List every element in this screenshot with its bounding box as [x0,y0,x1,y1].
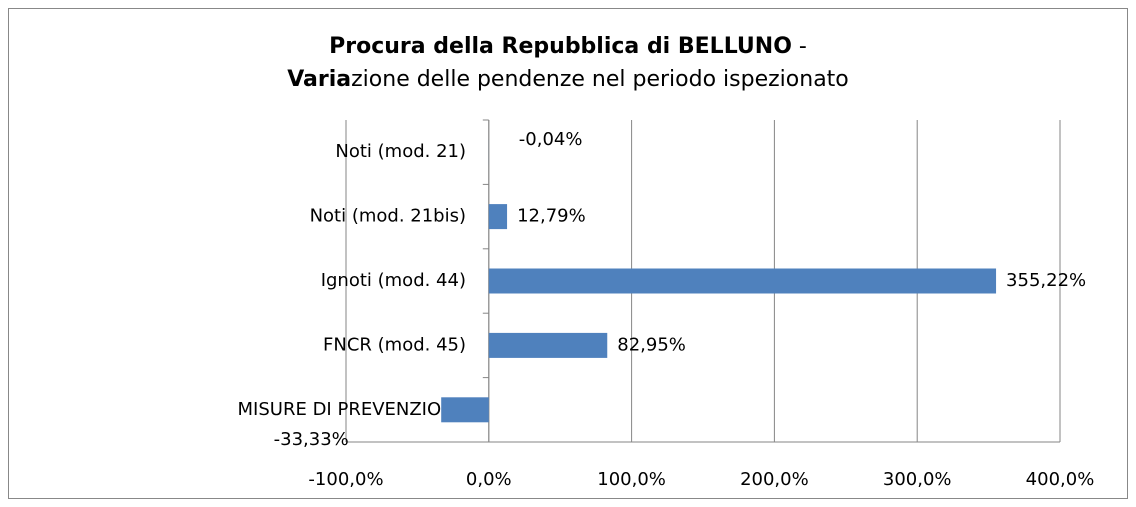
title-run: Varia [287,67,351,92]
title-run: - [792,34,807,59]
y-tick-label: FNCR (mod. 45) [323,334,466,355]
x-tick-label: 300,0% [883,469,952,490]
bar [441,397,489,423]
bar [488,332,608,358]
y-tick-label: Noti (mod. 21bis) [310,206,466,227]
title-run: zione delle pendenze nel periodo ispezio… [351,67,849,92]
value-label: 355,22% [1006,270,1086,291]
value-label: 82,95% [617,334,686,355]
value-label: 12,79% [517,206,586,227]
chart-title: Procura della Repubblica di BELLUNO - [329,34,807,59]
x-tick-label: 200,0% [740,469,809,490]
x-tick-label: 400,0% [1026,469,1095,490]
value-label: -33,33% [274,429,349,450]
y-tick-label: Noti (mod. 21) [335,141,466,162]
x-tick-label: -100,0% [308,469,383,490]
bar [488,204,508,230]
chart-title: Variazione delle pendenze nel periodo is… [287,67,849,92]
value-label: -0,04% [519,129,583,150]
title-run: Procura della Repubblica di BELLUNO [329,34,792,59]
chart-frame [8,8,1128,499]
bar [488,268,997,294]
x-tick-label: 100,0% [597,469,666,490]
x-tick-label: 0,0% [466,469,512,490]
y-tick-label: Ignoti (mod. 44) [321,270,466,291]
y-tick-label: MISURE DI PREVENZIONE [238,399,466,420]
